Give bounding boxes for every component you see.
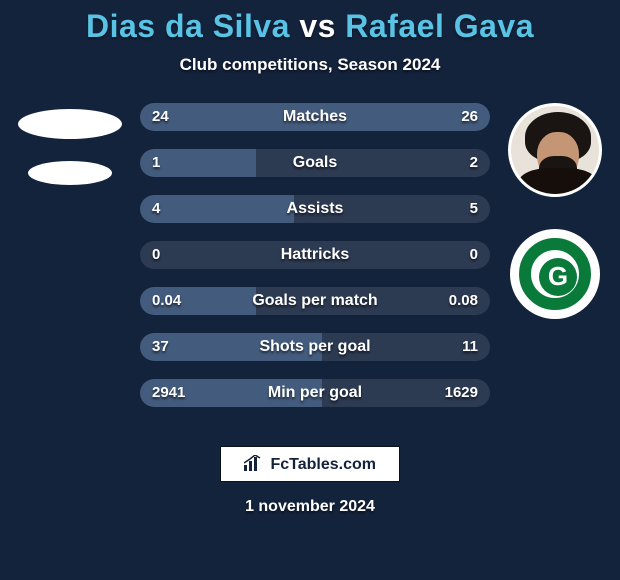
stat-value-left: 0 [152, 241, 160, 269]
left-player-column [10, 103, 130, 185]
stat-row: 29411629Min per goal [140, 379, 490, 407]
stat-value-right: 0 [470, 241, 478, 269]
comparison-title: Dias da Silva vs Rafael Gava [0, 0, 620, 45]
vs-text: vs [299, 8, 336, 44]
stat-row: 0 0Hattricks [140, 241, 490, 269]
player2-avatar [508, 103, 602, 197]
stat-row: 3711Shots per goal [140, 333, 490, 361]
brand-text: FcTables.com [270, 456, 376, 473]
stat-value-left: 24 [152, 103, 169, 131]
subtitle: Club competitions, Season 2024 [0, 55, 620, 75]
avatar-shirt [519, 168, 597, 197]
stat-value-right: 5 [470, 195, 478, 223]
stat-value-left: 0.04 [152, 287, 181, 315]
stat-row: 12Goals [140, 149, 490, 177]
stat-row: 2426Matches [140, 103, 490, 131]
player2-club-badge: G [510, 229, 600, 319]
stat-value-left: 2941 [152, 379, 185, 407]
player1-avatar-placeholder [18, 109, 122, 139]
stat-fill-left [140, 195, 294, 223]
stat-value-right: 11 [462, 333, 478, 361]
stat-value-right: 0.08 [449, 287, 478, 315]
player1-club-placeholder [28, 161, 112, 185]
brand-logo: FcTables.com [220, 446, 400, 482]
stat-bars: 2426Matches12Goals45Assists00Hattricks0.… [140, 103, 490, 425]
player1-name: Dias da Silva [86, 8, 290, 44]
club-badge-initial: G [545, 262, 571, 290]
footer-date: 1 november 2024 [0, 498, 620, 516]
stat-label: Hattricks [140, 241, 490, 269]
player2-name: Rafael Gava [345, 8, 534, 44]
stat-value-left: 37 [152, 333, 169, 361]
footer: FcTables.com 1 november 2024 [0, 446, 620, 516]
stat-row: 0.040.08Goals per match [140, 287, 490, 315]
stat-value-right: 26 [461, 103, 478, 131]
stat-value-left: 4 [152, 195, 160, 223]
right-player-column: G [500, 103, 610, 319]
stat-row: 45Assists [140, 195, 490, 223]
stat-value-right: 2 [470, 149, 478, 177]
stat-value-left: 1 [152, 149, 160, 177]
stat-value-right: 1629 [445, 379, 478, 407]
chart-icon [244, 456, 266, 473]
